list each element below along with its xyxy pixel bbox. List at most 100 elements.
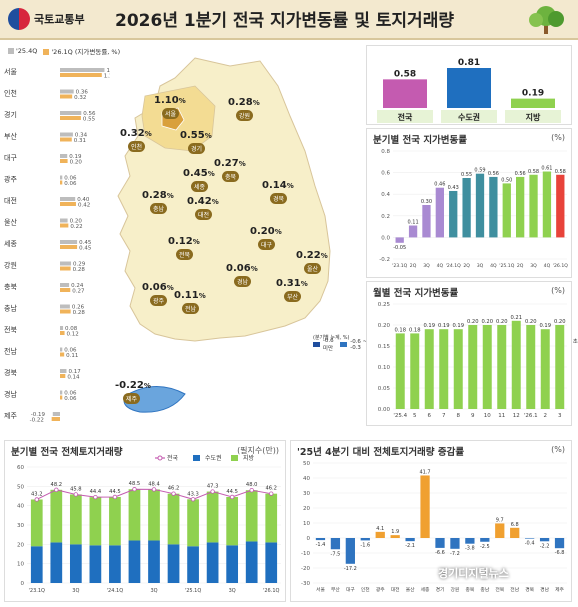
map-region-tag: 대전 — [195, 209, 213, 220]
curr-bar — [60, 288, 71, 292]
value-label: 0.19 — [452, 323, 464, 329]
value-label: -6.6 — [435, 550, 445, 556]
y-tick-label: 50 — [17, 484, 24, 490]
summary-value-label: 0.58 — [394, 69, 416, 79]
x-tick-label: 8 — [457, 413, 461, 419]
local-bar — [69, 494, 82, 545]
bar — [405, 538, 415, 542]
prev-bar — [60, 390, 63, 395]
x-tick-label: 강원 — [451, 586, 460, 593]
page-title: 2026년 1분기 전국 지가변동률 및 토지거래량 — [115, 11, 454, 31]
x-tick-label: 울산 — [406, 586, 415, 593]
x-tick-label: '24.1Q — [107, 588, 124, 594]
map-legend-title: (분기별 누계, %) — [313, 334, 350, 341]
y-tick-label: 60 — [17, 465, 24, 471]
y-tick-label: -30 — [301, 581, 310, 587]
curr-value-label: 0.06 — [64, 396, 77, 402]
curr-bar — [60, 94, 73, 99]
bar — [475, 173, 485, 238]
bar — [525, 538, 535, 539]
curr-value-label: 0.32 — [74, 95, 86, 101]
value-label: -2.1 — [405, 543, 415, 549]
bar — [542, 171, 552, 238]
x-tick-label: 충남 — [480, 586, 489, 593]
bar — [390, 535, 400, 538]
prev-value-label: 0.29 — [73, 262, 86, 268]
region-label: 충남 — [4, 304, 17, 313]
region-label: 전남 — [4, 347, 17, 356]
y-tick-label: 0.15 — [378, 344, 391, 350]
value-label: 0.58 — [555, 169, 566, 175]
x-tick-label: 대구 — [346, 586, 355, 593]
map-region-tag: 대구 — [258, 239, 276, 250]
ministry-name: 국토교통부 — [34, 13, 85, 26]
metro-bar — [187, 546, 199, 583]
prev-bar — [60, 261, 72, 266]
x-tick-label: 2Q — [410, 263, 417, 269]
prev-value-label: 0.20 — [70, 219, 83, 225]
value-label: 0.18 — [409, 327, 421, 333]
x-tick-label: '25.1Q — [499, 263, 514, 269]
y-tick-label: 0.0 — [381, 235, 390, 241]
curr-bar — [60, 331, 65, 335]
y-tick-label: -0.2 — [379, 257, 390, 263]
summary-category-label: 수도권 — [458, 112, 480, 122]
value-label: -17.2 — [344, 566, 357, 572]
prev-value-label: 0.08 — [65, 326, 78, 332]
bar — [554, 538, 565, 549]
summary-bar — [511, 98, 555, 108]
map-value-경남: 0.06% — [226, 263, 258, 274]
curr-bar — [60, 116, 81, 120]
curr-bar — [60, 223, 69, 228]
local-bar — [109, 496, 121, 546]
curr-bar — [60, 137, 72, 142]
curr-value-label: -0.22 — [30, 418, 44, 424]
prev-value-label: 0.45 — [79, 240, 92, 246]
metro-bar — [167, 544, 180, 583]
value-label: 0.43 — [448, 185, 459, 191]
x-tick-label: 9 — [471, 413, 475, 419]
map-value-충남: 0.28% — [142, 190, 174, 201]
value-label: 0.30 — [421, 199, 432, 205]
bar — [465, 538, 475, 544]
x-tick-label: 3Q — [150, 588, 157, 594]
summary-panel: 0.58 전국 0.81 수도권 0.19 지방 — [366, 45, 572, 125]
curr-value-label: 0.31 — [74, 138, 86, 144]
legend-marker — [157, 455, 163, 461]
total-point — [151, 487, 157, 492]
bar — [435, 538, 445, 548]
total-value-label: 48.2 — [51, 482, 63, 488]
prev-bar — [60, 347, 63, 352]
metro-bar — [50, 542, 63, 583]
y-tick-label: 0 — [21, 581, 25, 587]
x-tick-label: 4Q — [437, 263, 444, 269]
region-label: 충북 — [4, 282, 17, 291]
metro-bar — [109, 545, 121, 583]
bar — [345, 538, 355, 564]
total-value-label: 48.0 — [246, 482, 258, 488]
header-banner: 국토교통부 2026년 1분기 전국 지가변동률 및 토지거래량 — [0, 0, 578, 40]
map-value-광주: 0.06% — [142, 282, 174, 293]
local-bar — [265, 493, 278, 543]
map-region-tag: 경기 — [188, 143, 206, 154]
curr-value-label: 0.45 — [79, 246, 92, 252]
curr-bar — [60, 245, 78, 249]
region-label: 제주 — [4, 412, 17, 420]
map-region-tag: 인천 — [128, 141, 146, 152]
bar — [555, 325, 565, 409]
x-tick-label: 3 — [558, 413, 562, 419]
bar — [462, 178, 471, 238]
x-tick-label: 3Q — [477, 263, 484, 269]
curr-bar — [60, 352, 65, 357]
monthly-panel: 월별 전국 지가변동률 (%) 0.25 0.20 0.15 0.10 0.05 0.00… — [366, 281, 572, 426]
value-label: 0.46 — [434, 182, 445, 188]
region-label: 경기 — [4, 110, 17, 119]
curr-bar — [60, 73, 102, 77]
map-region-tag: 제주 — [123, 393, 141, 404]
curr-value-label: 0.06 — [64, 181, 77, 187]
summary-bar — [447, 68, 491, 108]
prev-value-label: 0.40 — [77, 197, 90, 203]
map-value-대구: 0.20% — [250, 226, 282, 237]
monthly-unit: (%) — [551, 286, 565, 295]
curr-value-label: 0.11 — [66, 353, 78, 359]
